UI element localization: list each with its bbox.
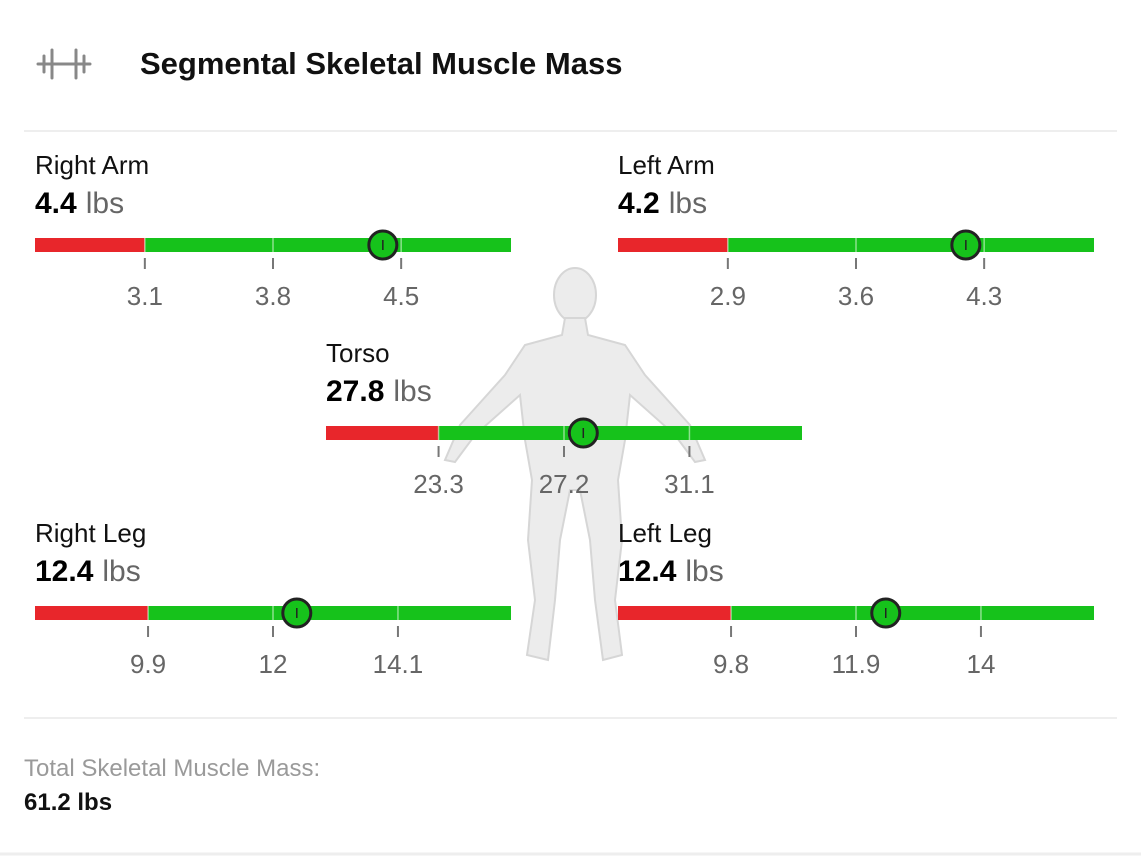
tick-label: 4.3 xyxy=(966,281,1002,311)
tick-label: 3.8 xyxy=(255,281,291,311)
low-range-bar xyxy=(618,606,732,620)
tick-label: 23.3 xyxy=(413,469,464,499)
segments: Right Arm 4.4 lbs 3.1 3.8 4.5 Left Arm 4.2 lbs 2.… xyxy=(35,150,1094,679)
body-figure xyxy=(443,267,707,662)
segment: Right Arm 4.4 lbs 3.1 3.8 4.5 xyxy=(35,150,511,311)
value-unit: lbs xyxy=(669,187,707,220)
tick-label: 11.9 xyxy=(832,649,881,679)
dumbbell-icon xyxy=(36,48,92,80)
value-number: 4.4 xyxy=(35,187,77,220)
segment: Left Leg 12.4 lbs 9.8 11.9 14 xyxy=(618,518,1094,679)
normal-range-bar xyxy=(148,606,512,620)
tick-label: 27.2 xyxy=(539,469,590,499)
segment-value: 12.4 lbs xyxy=(35,555,141,588)
tick-label: 14 xyxy=(966,649,995,679)
value-number: 12.4 xyxy=(618,555,677,588)
value-number: 27.8 xyxy=(326,375,384,408)
normal-range-bar xyxy=(438,426,802,440)
normal-range-bar xyxy=(144,238,511,252)
low-range-bar xyxy=(35,606,149,620)
tick-label: 4.5 xyxy=(383,281,419,311)
low-range-bar xyxy=(326,426,439,440)
segment-label: Right Arm xyxy=(35,150,149,180)
total-value: 61.2 lbs xyxy=(24,789,112,816)
segment-value: 4.4 lbs xyxy=(35,187,124,220)
segment-value: 4.2 lbs xyxy=(618,187,707,220)
segment-value: 12.4 lbs xyxy=(618,555,724,588)
normal-range-bar xyxy=(727,238,1094,252)
low-range-bar xyxy=(35,238,145,252)
segment-label: Torso xyxy=(326,338,390,368)
value-number: 4.2 xyxy=(618,187,660,220)
segment: Torso 27.8 lbs 23.3 27.2 31.1 xyxy=(326,338,802,499)
segment: Right Leg 12.4 lbs 9.9 12 14.1 xyxy=(35,518,512,679)
normal-range-bar xyxy=(731,606,1094,620)
tick-label: 14.1 xyxy=(373,649,424,679)
value-unit: lbs xyxy=(685,555,723,588)
segment-label: Left Arm xyxy=(618,150,715,180)
total-label: Total Skeletal Muscle Mass: xyxy=(24,755,320,782)
title: Segmental Skeletal Muscle Mass xyxy=(140,46,622,81)
tick-label: 3.1 xyxy=(127,281,163,311)
value-unit: lbs xyxy=(86,187,124,220)
low-range-bar xyxy=(618,238,728,252)
tick-label: 31.1 xyxy=(664,469,715,499)
segment: Left Arm 4.2 lbs 2.9 3.6 4.3 xyxy=(618,150,1094,311)
segment-label: Right Leg xyxy=(35,518,146,548)
segment-value: 27.8 lbs xyxy=(326,375,432,408)
tick-label: 2.9 xyxy=(710,281,746,311)
tick-label: 9.8 xyxy=(713,649,749,679)
value-unit: lbs xyxy=(102,555,140,588)
tick-label: 9.9 xyxy=(130,649,166,679)
value-unit: lbs xyxy=(393,375,431,408)
segment-label: Left Leg xyxy=(618,518,712,548)
tick-label: 3.6 xyxy=(838,281,874,311)
tick-label: 12 xyxy=(259,649,288,679)
value-number: 12.4 xyxy=(35,555,94,588)
